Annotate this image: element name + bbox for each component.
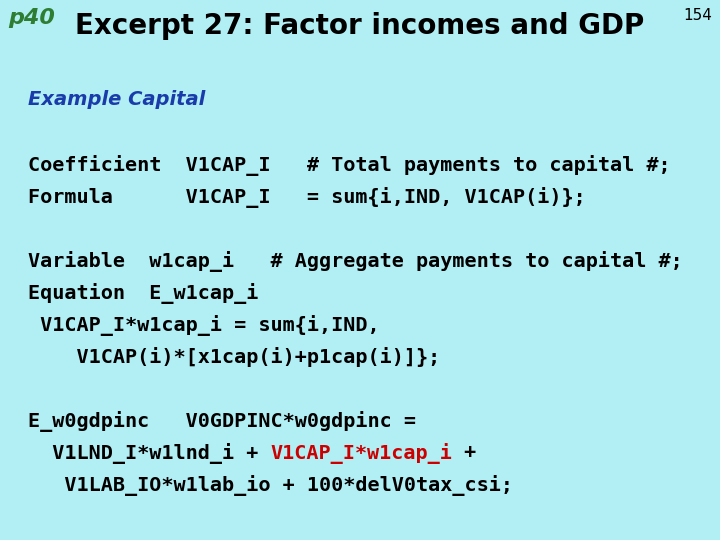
- Text: 154: 154: [683, 8, 712, 23]
- Text: V1LAB_IO*w1lab_io + 100*delV0tax_csi;: V1LAB_IO*w1lab_io + 100*delV0tax_csi;: [28, 475, 513, 496]
- Text: Equation  E_w1cap_i: Equation E_w1cap_i: [28, 283, 258, 304]
- Text: Excerpt 27: Factor incomes and GDP: Excerpt 27: Factor incomes and GDP: [76, 12, 644, 40]
- Text: E_w0gdpinc   V0GDPINC*w0gdpinc =: E_w0gdpinc V0GDPINC*w0gdpinc =: [28, 411, 416, 432]
- Text: V1CAP_I*w1cap_i: V1CAP_I*w1cap_i: [271, 443, 452, 464]
- Text: V1CAP(i)*[x1cap(i)+p1cap(i)]};: V1CAP(i)*[x1cap(i)+p1cap(i)]};: [28, 347, 440, 367]
- Text: Formula      V1CAP_I   = sum{i,IND, V1CAP(i)};: Formula V1CAP_I = sum{i,IND, V1CAP(i)};: [28, 187, 586, 208]
- Text: Variable  w1cap_i   # Aggregate payments to capital #;: Variable w1cap_i # Aggregate payments to…: [28, 251, 683, 272]
- Text: +: +: [452, 443, 477, 462]
- Text: V1CAP_I*w1cap_i = sum{i,IND,: V1CAP_I*w1cap_i = sum{i,IND,: [28, 315, 379, 336]
- Text: Coefficient  V1CAP_I   # Total payments to capital #;: Coefficient V1CAP_I # Total payments to …: [28, 155, 670, 176]
- Text: Example Capital: Example Capital: [28, 90, 205, 109]
- Text: p40: p40: [8, 8, 55, 28]
- Text: V1LND_I*w1lnd_i +: V1LND_I*w1lnd_i +: [28, 443, 271, 464]
